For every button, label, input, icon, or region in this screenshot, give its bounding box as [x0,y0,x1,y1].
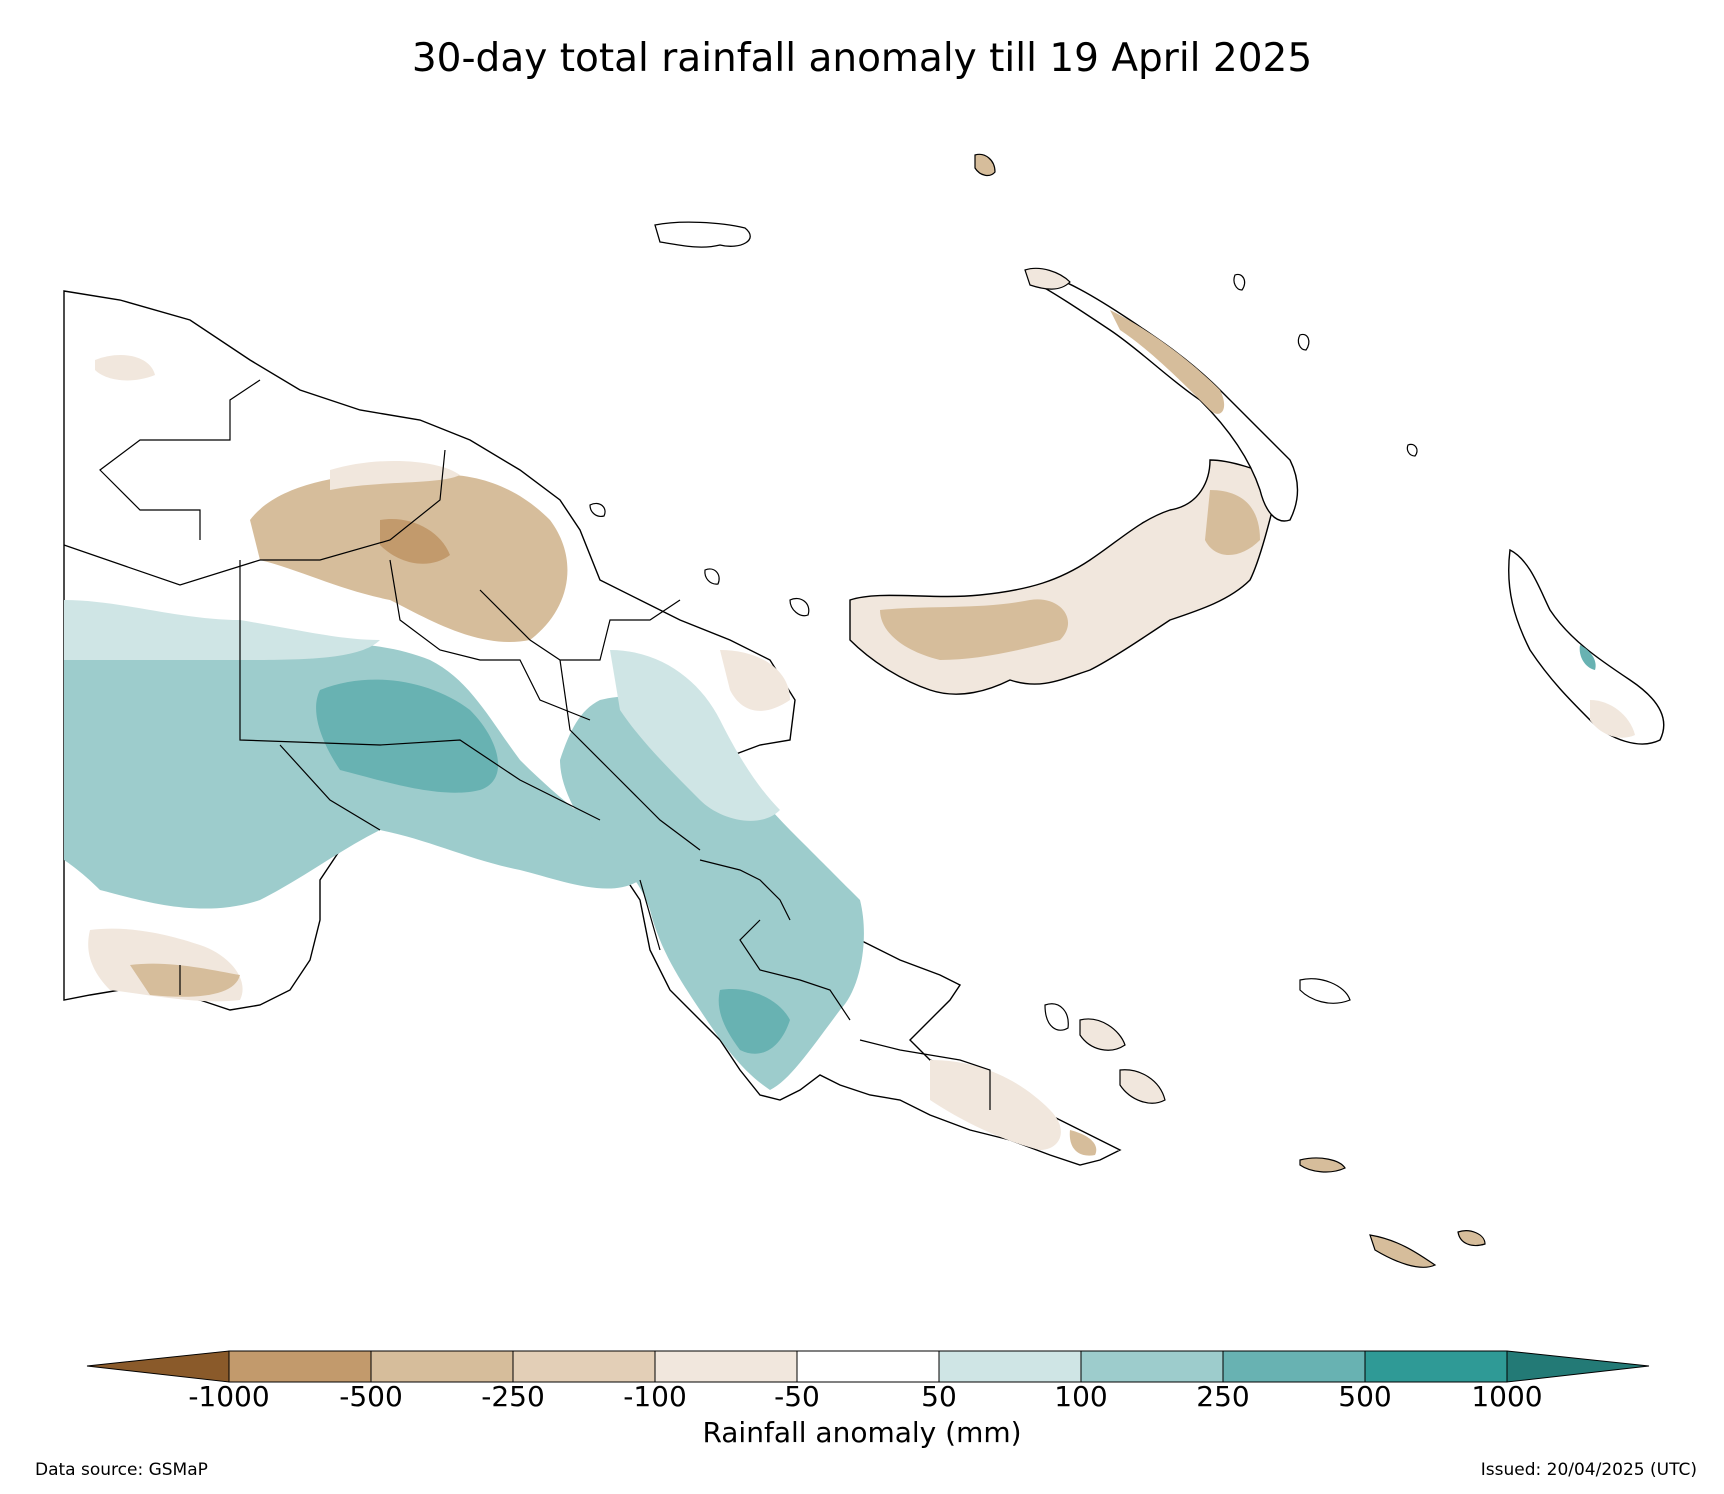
colorbar-tick-label: 1000 [1471,1380,1543,1413]
small-island-d [1233,273,1246,291]
new-ireland-dry [1110,310,1225,414]
wet-zone-gulf-core [718,989,790,1054]
colorbar-tick-label: -1000 [188,1380,270,1413]
fergusson-island [1079,1018,1126,1051]
dry-zone-southeast [930,1060,1061,1150]
goodenough-island [1044,1003,1069,1031]
colorbar [86,1350,1650,1383]
colorbar-tick-label: 50 [921,1380,957,1413]
manus-outline [654,221,751,248]
new-ireland [1029,269,1299,522]
dry-zone-sepik-inner [380,519,450,564]
colorbar-tick-label: -50 [774,1380,820,1413]
dry-patch-nw [95,355,155,381]
anomaly-shading [64,355,1097,1156]
colorbar-tick-label: -250 [481,1380,545,1413]
mussau-island [974,153,996,177]
wet-zone-western-light [64,600,380,660]
colorbar-tick-label: -100 [623,1380,687,1413]
colorbar-segment-p500-1000 [1364,1350,1508,1383]
colorbar-segment-neg500-neg250 [370,1350,514,1383]
rossel-island [1457,1230,1486,1247]
misima-island [1369,1234,1437,1268]
normanby-island [1119,1069,1166,1104]
wet-zone-gulf [560,696,864,1090]
lavongai-island [1024,267,1071,290]
small-island-e [1297,333,1310,351]
bougainville-outline [1508,548,1665,745]
colorbar-segment-p100-250 [1080,1350,1224,1383]
new-britain-dry-east [1205,490,1260,555]
new-britain-dry-core [880,599,1069,660]
dry-zone-southeast-core [1069,1130,1097,1156]
issued-date-note: Issued: 20/04/2025 (UTC) [1480,1460,1697,1480]
new-britain [849,459,1281,695]
colorbar-group [86,1350,1650,1383]
dry-patch-madang [720,650,790,711]
small-island-a [589,502,606,517]
colorbar-segment-neg50-50 [796,1350,940,1383]
colorbar-tick-label: 100 [1054,1380,1108,1413]
dry-zone-sepik-halo [330,460,460,490]
colorbar-segment-p250-500 [1222,1350,1366,1383]
rainfall-anomaly-map [63,153,1665,1268]
small-island-f [1406,443,1418,457]
bougainville [1508,548,1665,745]
small-island-c [789,597,810,617]
wet-zone-morobe-light [610,650,780,821]
colorbar-segment-neg250-neg100 [512,1350,656,1383]
wet-zone-western-core [316,679,499,793]
colorbar-segment-neg1000-neg500 [228,1350,372,1383]
page-title: 30-day total rainfall anomaly till 19 Ap… [411,36,1313,81]
colorbar-extend-low [86,1350,230,1383]
colorbar-segment-neg100-neg50 [654,1350,798,1383]
bougainville-dry [1590,700,1635,738]
colorbar-tick-label: 250 [1196,1380,1250,1413]
colorbar-tick-label: 500 [1338,1380,1392,1413]
trobriand-island [1299,978,1351,1004]
province-borders [63,379,991,1110]
dry-zone-south-fly-core [130,963,240,997]
wet-zone-western [64,643,640,909]
colorbar-label: Rainfall anomaly (mm) [702,1416,1022,1449]
woodlark-island [1299,1157,1346,1173]
bougainville-wet [1579,645,1596,670]
small-island-b [704,568,720,585]
colorbar-extend-high [1506,1350,1650,1383]
colorbar-tick-label: -500 [339,1380,403,1413]
data-source-note: Data source: GSMaP [35,1460,208,1480]
colorbar-segment-p50-100 [938,1350,1082,1383]
southeast-islands [1044,978,1486,1268]
manus-islands [589,153,1418,617]
